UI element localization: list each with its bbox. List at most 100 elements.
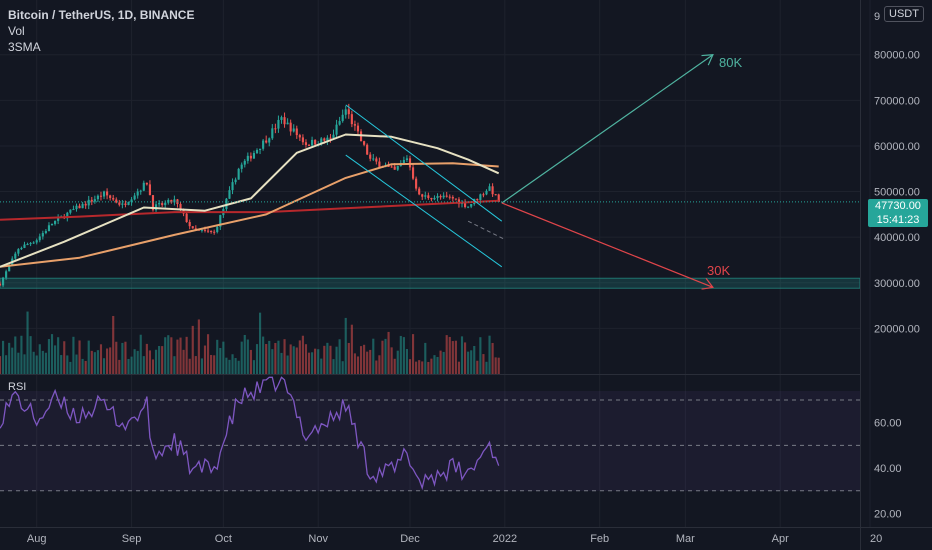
time-tick-label: Mar [676, 533, 695, 545]
volume-bar [57, 337, 60, 374]
volume-bar [213, 355, 216, 374]
volume-bar [170, 337, 173, 374]
candle-body [292, 128, 295, 132]
volume-bar [109, 347, 112, 374]
volume-bar [72, 336, 75, 374]
volume-bar [390, 347, 393, 374]
volume-bar [20, 335, 23, 374]
candle-body [396, 166, 399, 170]
sma-fast-line [0, 133, 500, 268]
candle-body [494, 194, 497, 196]
candle-body [96, 195, 99, 200]
candle-body [424, 195, 427, 197]
volume-bar [271, 349, 274, 374]
time-tick-label: 20 [870, 533, 882, 545]
symbol-title[interactable]: Bitcoin / TetherUS, 1D, BINANCE [8, 8, 195, 22]
volume-bars [0, 311, 500, 374]
volume-bar [292, 346, 295, 374]
volume-bar [280, 352, 283, 374]
candle-body [66, 212, 69, 219]
candle-body [274, 128, 277, 130]
volume-bar [191, 325, 194, 374]
volume-bar [200, 358, 204, 374]
volume-bar [470, 350, 473, 374]
candle-body [20, 247, 23, 250]
candle-body [130, 199, 133, 203]
volume-bar [421, 361, 424, 374]
candle-body [206, 230, 210, 232]
candle-body [454, 198, 457, 200]
symbol-legend[interactable]: Bitcoin / TetherUS, 1D, BINANCE Vol 3SMA [8, 7, 194, 55]
candle-body [467, 206, 470, 208]
sma-indicator-label[interactable]: 3SMA [8, 40, 41, 54]
volume-bar [375, 360, 378, 374]
volume-bar [430, 358, 433, 374]
candle-body [445, 195, 448, 197]
candle-body [372, 158, 375, 160]
support-zone [0, 277, 861, 289]
candle-body [1, 277, 5, 286]
volume-bar [427, 361, 430, 374]
volume-bar [121, 342, 124, 374]
volume-bar [66, 355, 69, 374]
candle-body [262, 140, 265, 149]
currency-badge[interactable]: USDT [884, 6, 924, 22]
candle-body [268, 138, 271, 143]
candle-body [8, 265, 11, 272]
volume-bar [439, 350, 442, 374]
volume-bar [240, 341, 243, 374]
volume-bar [304, 344, 308, 374]
candle-body [378, 161, 381, 167]
volume-bar [497, 357, 500, 374]
candle-body [271, 128, 274, 139]
candle-body [81, 203, 84, 209]
volume-bar [488, 335, 491, 374]
price-axis[interactable]: 20000.00 30000.00 40000.00 50000.00 60000.00… [874, 11, 920, 520]
volume-bar [142, 356, 145, 374]
time-tick-label: Sep [122, 533, 142, 545]
price-tick-label: 20000.00 [874, 323, 920, 335]
candle-body [307, 144, 311, 146]
price-tick-label: 30000.00 [874, 278, 920, 290]
volume-bar [473, 345, 476, 374]
volume-bar [228, 359, 231, 374]
candle-body [170, 199, 173, 203]
candle-body [5, 271, 8, 278]
volume-bar [338, 339, 341, 374]
volume-bar [185, 336, 188, 374]
candle-body [433, 197, 436, 200]
volume-bar [130, 356, 133, 374]
rsi-indicator-label[interactable]: RSI [8, 381, 27, 393]
candle-body [488, 186, 491, 191]
volume-bar [378, 355, 381, 374]
volume-bar [148, 350, 151, 374]
candle-body [38, 236, 41, 241]
volume-bar [387, 331, 390, 374]
time-tick-label: Dec [400, 533, 420, 545]
volume-bar [369, 349, 372, 374]
candle-body [286, 122, 289, 125]
volume-bar [476, 360, 479, 374]
price-tick-label: 50000.00 [874, 187, 920, 199]
time-tick-label: Aug [27, 533, 47, 545]
volume-bar [173, 356, 176, 374]
volume-bar [225, 357, 228, 374]
volume-bar [268, 340, 271, 374]
volume-bar [203, 345, 207, 374]
time-tick-label: 2022 [493, 533, 517, 545]
candle-body [69, 209, 72, 213]
candle-body [194, 228, 197, 230]
candle-body [280, 117, 283, 120]
candle-body [121, 203, 124, 205]
time-axis[interactable]: Aug Sep Oct Nov Dec 2022 Feb Mar Apr 20 [27, 533, 882, 545]
volume-bar [158, 345, 161, 374]
volume-indicator-label[interactable]: Vol [8, 24, 25, 38]
volume-bar [1, 340, 5, 374]
volume-bar [60, 355, 63, 374]
volume-bar [176, 339, 179, 374]
candle-body [326, 137, 329, 141]
candle-body [353, 124, 356, 126]
volume-bar [463, 342, 467, 374]
candle-body [439, 195, 442, 198]
